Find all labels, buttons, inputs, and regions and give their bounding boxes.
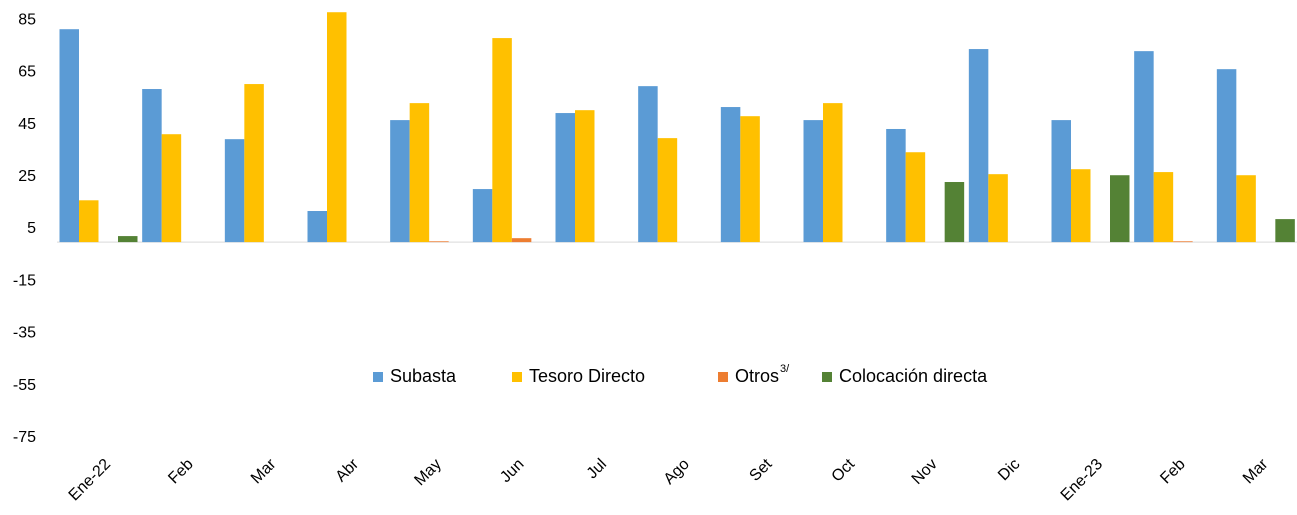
bar xyxy=(803,120,823,243)
x-tick-label: May xyxy=(411,456,444,489)
x-tick-label: Jul xyxy=(584,456,610,482)
bar xyxy=(1110,175,1130,243)
bar xyxy=(1134,51,1154,243)
bar xyxy=(1216,69,1237,243)
y-tick-label: 5 xyxy=(27,220,36,237)
bar xyxy=(161,134,182,243)
x-tick-label: Feb xyxy=(165,456,197,488)
bar xyxy=(511,238,532,243)
bar xyxy=(823,103,843,243)
y-tick-label: -55 xyxy=(13,377,36,394)
bar xyxy=(409,103,430,243)
bar xyxy=(1153,172,1174,243)
legend-swatch xyxy=(373,372,383,382)
y-tick-label: -15 xyxy=(13,272,36,289)
x-tick-label: Dic xyxy=(995,456,1023,484)
x-tick-label: Feb xyxy=(1157,456,1189,488)
bar xyxy=(638,86,658,243)
x-tick-label: Ene-23 xyxy=(1058,456,1107,505)
bar xyxy=(1051,120,1071,243)
x-tick-label: Nov xyxy=(909,456,941,488)
bar xyxy=(224,139,245,243)
legend-swatch xyxy=(512,372,522,382)
bar xyxy=(944,182,965,243)
bar xyxy=(142,89,162,243)
bar xyxy=(429,241,449,243)
y-tick-label: -75 xyxy=(13,429,36,446)
bar xyxy=(79,200,99,243)
legend-label: Colocación directa xyxy=(839,366,988,386)
bar xyxy=(968,49,989,243)
legend-superscript: 3/ xyxy=(780,363,790,375)
bar xyxy=(244,84,264,243)
x-tick-label: Ene-22 xyxy=(66,456,115,505)
bar xyxy=(720,107,741,243)
legend-label: Tesoro Directo xyxy=(529,366,645,386)
bar xyxy=(118,236,138,243)
x-tick-label: Abr xyxy=(333,455,363,485)
bar xyxy=(988,174,1008,243)
y-tick-label: -35 xyxy=(13,325,36,342)
y-tick-label: 25 xyxy=(18,168,36,185)
bar xyxy=(472,189,493,243)
legend-label: Subasta xyxy=(390,366,457,386)
x-tick-label: Mar xyxy=(1240,455,1272,487)
bar xyxy=(886,128,906,243)
bar xyxy=(555,113,575,243)
bar xyxy=(1071,169,1091,243)
bar xyxy=(307,211,327,243)
legend-swatch xyxy=(718,372,728,382)
bar xyxy=(1173,241,1193,243)
y-tick-label: 85 xyxy=(18,11,36,28)
x-tick-label: Mar xyxy=(248,455,280,487)
bar xyxy=(575,110,595,243)
legend-label: Otros xyxy=(735,366,779,386)
bar xyxy=(657,138,678,243)
bar xyxy=(390,120,410,243)
y-tick-label: 65 xyxy=(18,64,36,81)
bar xyxy=(740,116,760,243)
bar xyxy=(1236,175,1256,243)
bar xyxy=(327,12,347,243)
x-tick-label: Jun xyxy=(497,456,527,486)
bar xyxy=(492,38,512,243)
bar xyxy=(1275,219,1295,243)
x-tick-label: Oct xyxy=(829,455,859,485)
bar xyxy=(905,152,926,243)
x-tick-label: Set xyxy=(746,455,775,484)
x-tick-label: Ago xyxy=(661,456,693,488)
bar xyxy=(59,29,79,243)
y-tick-label: 45 xyxy=(18,116,36,133)
legend-swatch xyxy=(822,372,832,382)
